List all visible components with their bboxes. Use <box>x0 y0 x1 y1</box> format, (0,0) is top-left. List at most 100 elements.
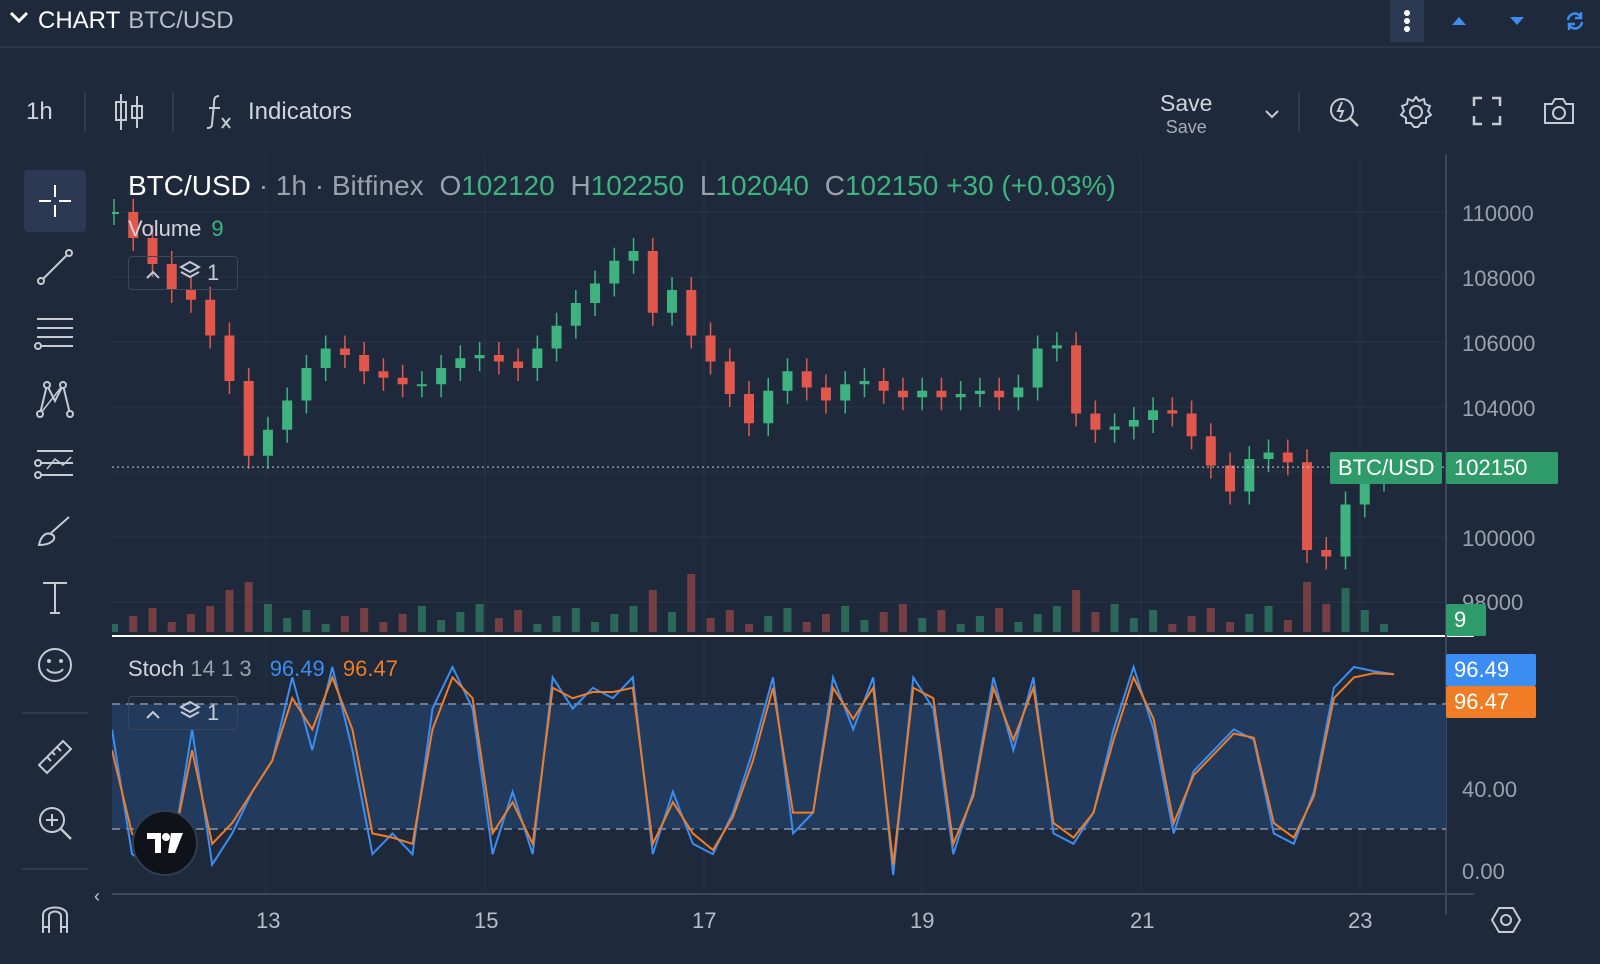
stoch-pane-controls[interactable]: 1 <box>128 696 238 730</box>
chart-canvas[interactable] <box>112 154 1474 914</box>
legend-open-label: O <box>439 170 462 201</box>
legend-close: 102150 <box>844 170 939 201</box>
save-button[interactable]: Save Save <box>1160 90 1212 138</box>
volume-bar <box>1110 604 1119 632</box>
candle-body <box>744 394 754 424</box>
time-tick: 17 <box>692 908 717 933</box>
volume-bar <box>1052 606 1061 632</box>
text-tool[interactable] <box>24 566 86 628</box>
legend-low: 102040 <box>715 170 809 201</box>
quick-search-icon[interactable] <box>1328 94 1362 135</box>
legend-interval: 1h <box>275 170 307 201</box>
volume-bar <box>456 612 465 632</box>
volume-pane-controls[interactable]: 1 <box>128 256 238 290</box>
caret-up-icon[interactable] <box>1442 0 1476 42</box>
candle-body <box>1186 413 1197 437</box>
candle-body <box>897 390 908 398</box>
indicators-button[interactable]: Indicators <box>248 98 353 125</box>
chevron-down-icon[interactable] <box>8 6 30 35</box>
candle-body <box>1071 345 1082 414</box>
fx-icon[interactable] <box>204 92 234 137</box>
candle-body <box>1225 465 1236 492</box>
fullscreen-icon[interactable] <box>1472 96 1502 131</box>
candles-icon[interactable] <box>112 92 146 137</box>
candle-body <box>416 384 427 387</box>
timeframe-button[interactable]: 1h <box>26 98 53 125</box>
volume-bar <box>995 608 1004 632</box>
chevron-up-icon[interactable] <box>145 700 161 726</box>
chevron-up-icon[interactable] <box>145 260 161 286</box>
volume-bar <box>186 614 195 632</box>
symbol-price-tag: BTC/USD <box>1330 452 1442 484</box>
volume-bar <box>244 582 253 632</box>
fib-retracement-tool[interactable] <box>24 302 86 364</box>
volume-bar <box>1168 624 1177 632</box>
candle-body <box>493 355 504 362</box>
volume-bar <box>1226 622 1235 632</box>
candle-body <box>1244 459 1255 492</box>
chart-header[interactable]: CHART BTC/USD <box>8 6 234 35</box>
pattern-tool[interactable] <box>24 368 86 430</box>
volume-bar <box>129 616 138 632</box>
refresh-icon[interactable] <box>1558 0 1592 42</box>
volume-bar <box>802 622 811 632</box>
header-symbol: BTC/USD <box>128 6 234 34</box>
forecast-tool[interactable] <box>24 434 86 496</box>
magnet-icon[interactable] <box>24 886 86 948</box>
volume-bar <box>1360 610 1369 632</box>
collapse-toolbar-icon[interactable]: ‹ <box>94 886 100 906</box>
stoch-d-value: 96.47 <box>342 656 398 681</box>
legend-exchange: Bitfinex <box>331 170 424 201</box>
candle-body <box>205 299 216 336</box>
candle-body <box>936 390 947 398</box>
candle-body <box>1282 452 1293 463</box>
zoom-in-icon[interactable] <box>24 792 86 854</box>
candle-body <box>705 335 716 362</box>
volume-bar <box>879 612 888 632</box>
emoji-icon[interactable] <box>24 634 86 696</box>
volume-tag: 9 <box>1446 604 1486 636</box>
volume-bar <box>591 622 600 632</box>
stoch-k-tag: 96.49 <box>1446 654 1536 686</box>
top-bar: CHART BTC/USD <box>0 0 1600 48</box>
kebab-menu-icon[interactable] <box>1390 0 1424 42</box>
volume-bar <box>437 620 446 632</box>
camera-icon[interactable] <box>1542 96 1576 131</box>
chevron-down-icon[interactable] <box>1264 106 1280 124</box>
last-price-tag: 102150 <box>1446 452 1558 484</box>
settings-axis-icon[interactable] <box>1490 904 1522 941</box>
candle-body <box>1359 478 1370 505</box>
volume-bar <box>340 616 349 632</box>
drawing-toolbar: ‹ <box>0 160 110 964</box>
volume-bar <box>225 590 234 632</box>
crosshair-tool[interactable] <box>24 170 86 232</box>
legend-low-label: L <box>699 170 716 201</box>
candle-body <box>570 303 581 326</box>
volume-label: Volume <box>128 216 202 241</box>
trend-line-tool[interactable] <box>24 236 86 298</box>
candle-body <box>282 400 293 430</box>
candle-body <box>647 251 658 313</box>
header-title: CHART <box>38 6 121 34</box>
candle-body <box>185 290 196 300</box>
volume-bar <box>745 624 753 632</box>
ruler-icon[interactable] <box>24 726 86 788</box>
volume-bar <box>1187 616 1196 632</box>
tools-divider <box>22 868 88 870</box>
caret-down-icon[interactable] <box>1500 0 1534 42</box>
volume-bar <box>1341 588 1350 632</box>
tradingview-logo[interactable] <box>132 810 198 876</box>
candle-body <box>455 358 466 368</box>
brush-tool[interactable] <box>24 500 86 562</box>
legend-high-label: H <box>570 170 591 201</box>
time-tick: 23 <box>1348 908 1373 933</box>
gear-icon[interactable] <box>1398 94 1434 135</box>
time-tick: 13 <box>256 908 281 933</box>
candle-body <box>667 290 678 313</box>
legend-close-label: C <box>824 170 845 201</box>
volume-bar <box>1380 624 1388 632</box>
candle-body <box>513 361 524 368</box>
volume-bar <box>206 606 215 632</box>
candle-body <box>1032 348 1043 388</box>
volume-bar <box>1206 608 1215 632</box>
